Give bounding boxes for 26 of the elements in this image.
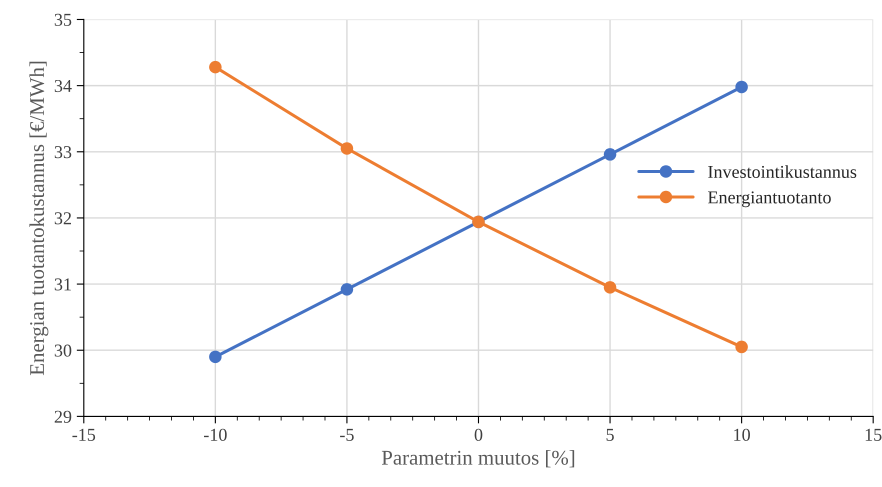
x-tick-label: 5	[606, 428, 614, 441]
point	[735, 340, 748, 354]
legend-label: Investointikustannus	[708, 165, 856, 178]
x-tick-label: 0	[474, 428, 482, 441]
point	[209, 350, 222, 364]
y-tick-label: 30	[54, 344, 72, 357]
y-tick-label: 32	[54, 212, 71, 224]
legend-label: Energiantuotanto	[708, 191, 831, 208]
x-tick-label: 10	[734, 428, 750, 441]
x-tick-label: -10	[204, 428, 227, 441]
y-tick-label: 33	[54, 146, 72, 158]
y-tick-label: 31	[54, 278, 71, 291]
point	[735, 80, 748, 94]
x-tick-label: -15	[72, 428, 96, 441]
y-tick-label: 35	[54, 14, 72, 26]
point	[209, 60, 222, 74]
point	[604, 281, 616, 294]
y-tick-label: 29	[54, 410, 72, 423]
x-axis-title: Parametrin muutos [%]	[382, 450, 574, 468]
y-tick-label: 34	[54, 80, 72, 92]
point	[340, 142, 354, 155]
point	[340, 283, 354, 296]
y-axis-title: Energian tuotantokustannus [€/MWh]	[29, 62, 48, 376]
point	[604, 148, 616, 161]
x-tick-label: 15	[866, 428, 882, 441]
x-tick-label: -5	[340, 428, 354, 441]
